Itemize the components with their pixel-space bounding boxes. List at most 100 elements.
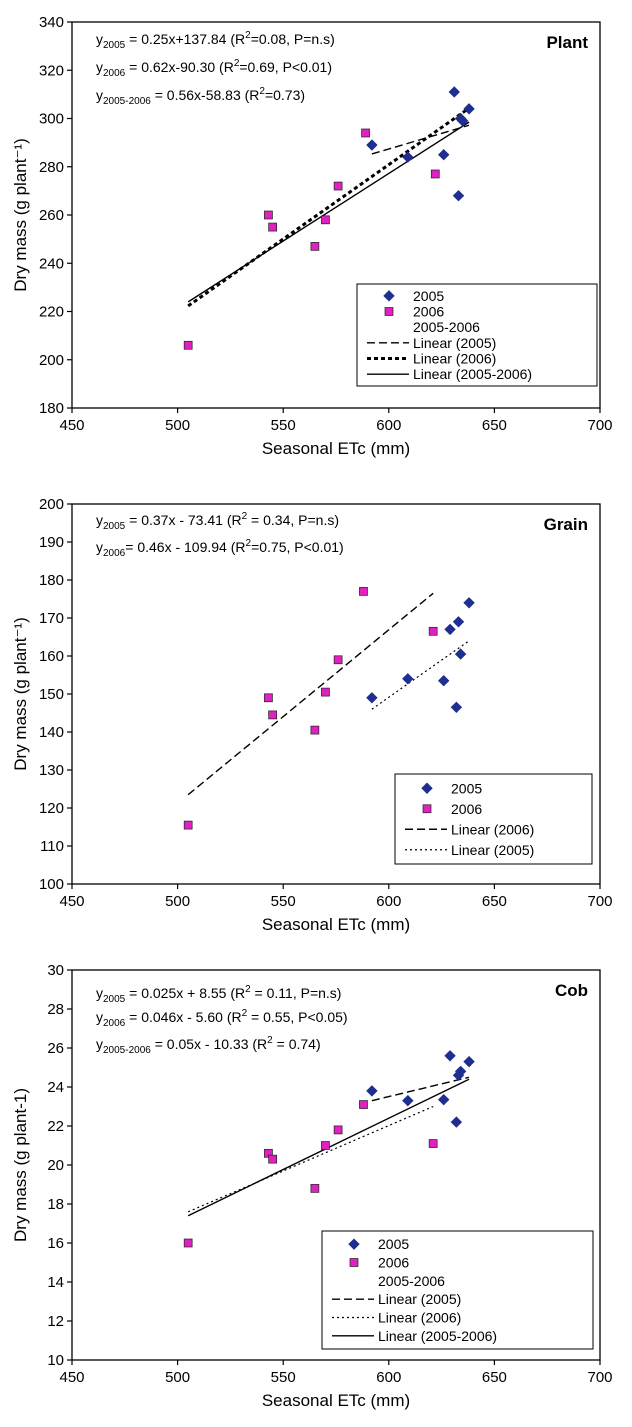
data-point-2005 — [438, 674, 450, 687]
legend-label: 2005 — [378, 1236, 409, 1252]
y-tick-label: 300 — [39, 111, 64, 128]
x-tick-label: 650 — [482, 417, 507, 434]
regression-equation: y2006 = 0.62x-90.30 (R2=0.69, P<0.01) — [96, 58, 332, 79]
y-tick-label: 340 — [39, 14, 64, 31]
legend-marker — [421, 782, 433, 794]
data-point-2005 — [450, 1116, 463, 1128]
y-tick-label: 28 — [47, 1001, 64, 1018]
y-tick-label: 320 — [39, 62, 64, 79]
data-point-2005 — [402, 673, 414, 685]
legend-marker — [383, 290, 395, 302]
regression-equation: y2006 = 0.046x - 5.60 (R2 = 0.55, P<0.05… — [96, 1008, 348, 1029]
data-point-2006 — [268, 1154, 277, 1164]
y-axis-label: Dry mass (g plant⁻¹) — [11, 617, 30, 771]
data-point-2006 — [310, 725, 320, 735]
data-point-2006 — [333, 181, 343, 191]
x-tick-label: 550 — [271, 893, 296, 910]
y-tick-label: 260 — [39, 207, 64, 224]
data-point-2006 — [268, 710, 277, 720]
y-tick-label: 180 — [39, 400, 64, 417]
legend-label: 2006 — [451, 801, 482, 817]
y-tick-label: 220 — [39, 304, 64, 321]
legend-label: 2005-2006 — [413, 319, 480, 335]
y-tick-label: 20 — [47, 1157, 64, 1174]
regression-equation: y2006= 0.46x - 109.94 (R2=0.75, P<0.01) — [96, 538, 344, 559]
data-point-2005 — [454, 648, 467, 660]
data-point-2005 — [366, 692, 378, 704]
legend-label: Linear (2005-2006) — [378, 1328, 497, 1344]
y-axis-label: Dry mass (g plant⁻¹) — [11, 138, 30, 292]
data-point-2006 — [264, 210, 273, 220]
data-point-2006 — [264, 693, 273, 703]
x-tick-label: 450 — [59, 893, 84, 910]
data-point-2006 — [428, 626, 438, 636]
data-point-2005 — [444, 623, 456, 636]
x-tick-label: 700 — [587, 893, 612, 910]
legend-label: 2005 — [413, 288, 444, 304]
legend-label: Linear (2006) — [451, 821, 534, 837]
x-tick-label: 550 — [271, 1369, 296, 1386]
legend-label: 2006 — [378, 1255, 409, 1271]
y-tick-label: 120 — [39, 800, 64, 817]
y-tick-label: 10 — [47, 1352, 64, 1369]
legend-label: Linear (2006) — [378, 1310, 461, 1326]
regression-equation: y2005-2006 = 0.05x - 10.33 (R2 = 0.74) — [96, 1035, 321, 1056]
chart-panel-cob: 10 12 14 16 18 20 22 24 26 28 30 450 500 550 600 650 700… — [11, 962, 613, 1410]
panel-label: Plant — [546, 33, 588, 52]
legend: 2005 2006 Linear (2006) Linear (2005) — [394, 773, 593, 865]
data-point-2005 — [452, 189, 465, 202]
y-axis-label: Dry mass (g plant-1) — [11, 1088, 30, 1242]
y-tick-label: 170 — [39, 610, 64, 627]
y-tick-label: 14 — [47, 1274, 64, 1291]
x-tick-label: 700 — [587, 417, 612, 434]
legend-marker — [422, 804, 432, 814]
legend-label: Linear (2005-2006) — [413, 366, 532, 382]
legend-label: Linear (2005) — [413, 335, 496, 351]
data-point-2006 — [333, 655, 343, 665]
y-tick-label: 150 — [39, 686, 64, 703]
x-tick-label: 450 — [59, 1369, 84, 1386]
y-tick-label: 200 — [39, 352, 64, 369]
regression-equation: y2005-2006 = 0.56x-58.83 (R2=0.73) — [96, 86, 305, 107]
data-point-2006 — [430, 169, 440, 179]
data-point-2006 — [333, 1125, 343, 1135]
y-tick-label: 190 — [39, 534, 64, 551]
x-tick-label: 500 — [165, 1369, 190, 1386]
x-tick-label: 650 — [482, 1369, 507, 1386]
data-point-2006 — [183, 340, 193, 350]
data-point-2005 — [463, 103, 475, 115]
data-point-2006 — [321, 687, 330, 697]
y-tick-label: 280 — [39, 159, 64, 176]
trendline-linear-2005 — [371, 124, 470, 155]
data-point-2006 — [183, 820, 193, 830]
x-tick-label: 500 — [165, 893, 190, 910]
data-point-2005 — [402, 151, 414, 163]
data-point-2005 — [438, 148, 450, 161]
regression-equation: y2005 = 0.25x+137.84 (R2=0.08, P=n.s) — [96, 30, 335, 51]
legend-label: Linear (2005) — [451, 842, 534, 858]
y-tick-label: 26 — [47, 1040, 64, 1057]
data-point-2005 — [438, 1093, 450, 1106]
x-tick-label: 600 — [376, 417, 401, 434]
y-tick-label: 140 — [39, 724, 64, 741]
data-point-2006 — [183, 1238, 193, 1248]
y-tick-label: 12 — [47, 1313, 64, 1330]
y-tick-label: 130 — [39, 762, 64, 779]
legend-marker — [384, 307, 394, 316]
x-tick-label: 600 — [376, 1369, 401, 1386]
y-tick-label: 110 — [40, 838, 64, 855]
data-point-2005 — [444, 1050, 456, 1062]
x-tick-label: 650 — [482, 893, 507, 910]
trendline-linear-2006 — [187, 106, 470, 308]
data-point-2005 — [457, 115, 469, 127]
chart-panel-plant: 180 200 220 240 260 280 300 320 340 450 500 550 600 6… — [11, 14, 613, 458]
y-tick-label: 18 — [47, 1196, 64, 1213]
data-point-2006 — [359, 587, 368, 596]
y-tick-label: 22 — [47, 1118, 64, 1135]
data-point-2006 — [310, 242, 320, 251]
data-point-2005 — [452, 616, 465, 628]
x-tick-label: 700 — [587, 1369, 612, 1386]
